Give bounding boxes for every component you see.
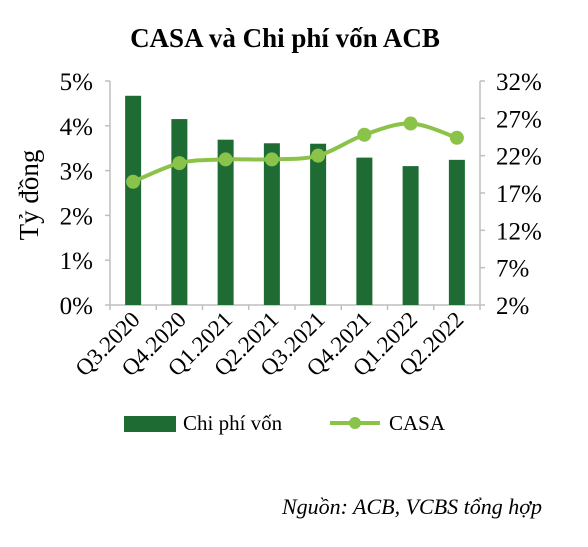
left-tick-label: 3% bbox=[60, 159, 93, 186]
y-axis-label: Tỷ đồng bbox=[14, 150, 44, 241]
left-tick-label: 1% bbox=[60, 248, 93, 275]
bar bbox=[448, 159, 465, 305]
line-point bbox=[311, 148, 326, 163]
axes bbox=[105, 80, 485, 310]
right-tick-label: 27% bbox=[496, 106, 542, 133]
legend-bar-swatch bbox=[124, 416, 176, 432]
right-axis-ticks: 2% 7% 12% 17% 22% 27% 32% bbox=[496, 69, 542, 320]
left-tick-label: 4% bbox=[60, 114, 93, 141]
legend-item-bar: Chi phí vốn bbox=[183, 411, 283, 435]
left-tick-label: 5% bbox=[60, 69, 93, 96]
right-tick-label: 17% bbox=[496, 181, 542, 208]
left-tick-label: 2% bbox=[60, 203, 93, 230]
chart-title: CASA và Chi phí vốn ACB bbox=[130, 23, 440, 53]
line-point bbox=[449, 130, 464, 145]
bar bbox=[263, 143, 280, 305]
left-tick-label: 0% bbox=[60, 293, 93, 320]
source-note: Nguồn: ACB, VCBS tổng hợp bbox=[281, 494, 542, 519]
legend-item-line: CASA bbox=[389, 411, 446, 435]
left-axis-ticks: 0% 1% 2% 3% 4% 5% bbox=[60, 69, 93, 320]
line-point bbox=[264, 152, 279, 167]
line-point bbox=[126, 174, 141, 189]
bar bbox=[171, 119, 188, 305]
bar bbox=[310, 143, 327, 305]
bar bbox=[217, 139, 234, 305]
line-point bbox=[357, 127, 372, 142]
right-tick-label: 22% bbox=[496, 144, 542, 171]
bar bbox=[402, 166, 419, 305]
right-tick-label: 7% bbox=[496, 256, 529, 283]
bar bbox=[356, 157, 373, 305]
x-axis-ticks: Q3.2020Q4.2020Q1.2021Q2.2021Q3.2021Q4.20… bbox=[71, 307, 469, 381]
line-point bbox=[403, 116, 418, 131]
line-series bbox=[126, 116, 464, 189]
line-point bbox=[172, 156, 187, 171]
bar-series bbox=[125, 95, 465, 305]
right-tick-label: 12% bbox=[496, 218, 542, 245]
right-tick-label: 2% bbox=[496, 293, 529, 320]
line-point bbox=[218, 152, 233, 167]
bar bbox=[125, 95, 142, 305]
legend: Chi phí vốn CASA bbox=[124, 411, 446, 435]
right-tick-label: 32% bbox=[496, 69, 542, 96]
legend-line-marker bbox=[349, 417, 361, 429]
